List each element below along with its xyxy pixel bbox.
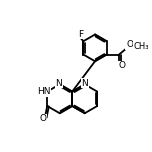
Text: F: F — [78, 30, 83, 39]
Text: N: N — [56, 79, 62, 88]
Text: O: O — [126, 40, 133, 49]
Text: O: O — [118, 61, 125, 71]
Text: O: O — [40, 114, 47, 123]
Text: N: N — [81, 79, 88, 88]
Text: HN: HN — [37, 87, 51, 96]
Text: CH₃: CH₃ — [133, 42, 149, 51]
